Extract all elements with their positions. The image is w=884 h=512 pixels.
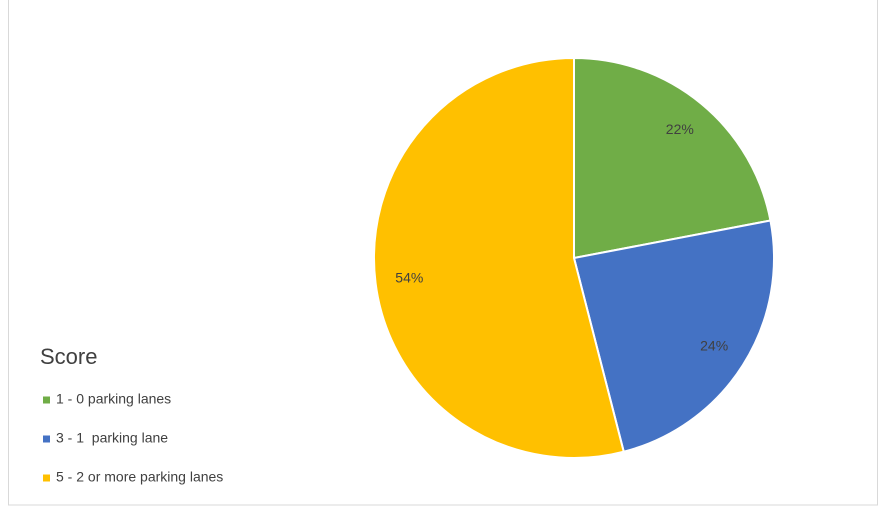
legend-swatch bbox=[43, 435, 50, 443]
legend-swatch bbox=[43, 396, 50, 404]
data-label: 22% bbox=[666, 121, 694, 137]
data-label: 24% bbox=[700, 338, 728, 354]
pie-slice bbox=[373, 56, 625, 459]
pie-slice bbox=[572, 219, 775, 453]
legend-title: Score bbox=[40, 344, 97, 369]
data-label: 54% bbox=[395, 270, 423, 286]
legend-label: 1 - 0 parking lanes bbox=[56, 391, 171, 407]
legend-label: 5 - 2 or more parking lanes bbox=[56, 469, 223, 485]
legend-swatch bbox=[43, 474, 50, 482]
legend-label: 3 - 1 parking lane bbox=[56, 430, 168, 446]
pie-slice bbox=[573, 56, 772, 260]
